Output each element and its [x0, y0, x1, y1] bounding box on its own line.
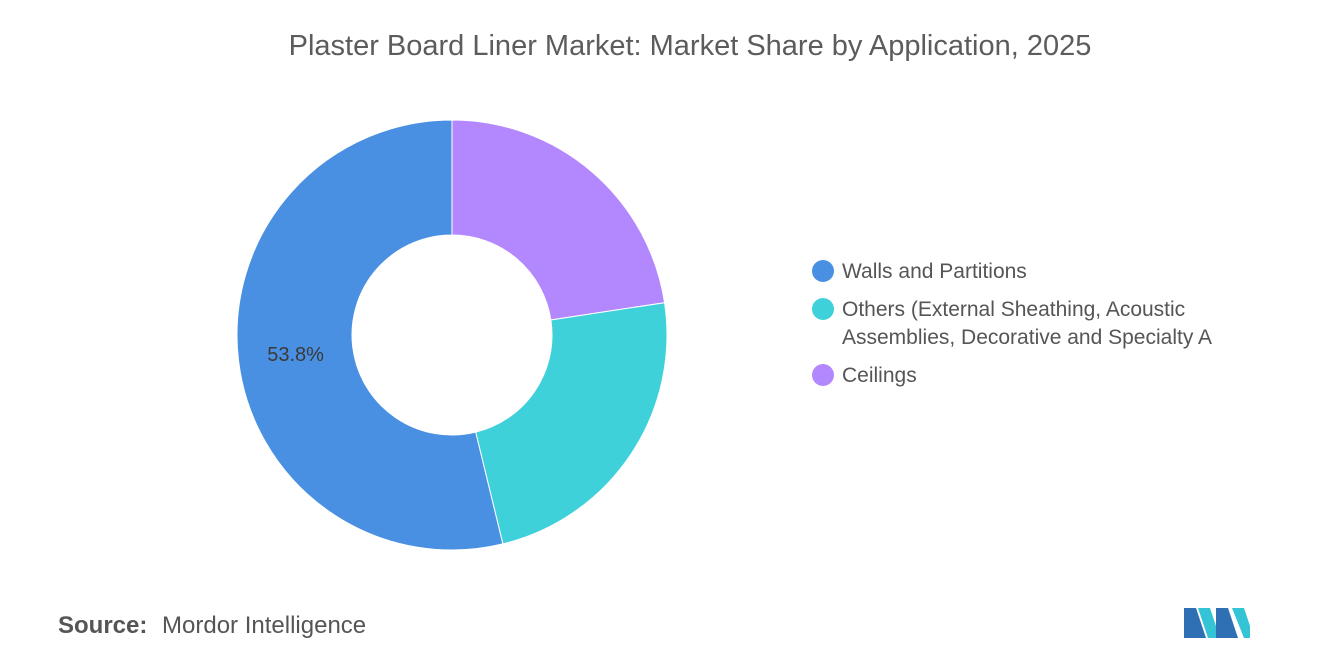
- legend-label: Ceilings: [842, 364, 917, 387]
- legend-item: Others (External Sheathing, Acoustic Ass…: [812, 296, 1282, 352]
- data-label: 53.8%: [267, 344, 324, 366]
- source-value: Mordor Intelligence: [162, 612, 367, 639]
- legend-swatch-icon: [812, 260, 834, 282]
- source-note: Source: Mordor Intelligence: [58, 612, 366, 640]
- legend-item: Walls and Partitions: [812, 258, 1282, 286]
- legend-label: Others (External Sheathing, Acoustic Ass…: [842, 298, 1213, 349]
- source-label: Source:: [58, 612, 148, 639]
- data-labels: 53.8%: [267, 344, 324, 366]
- slice-others: [475, 302, 668, 545]
- legend-label: Walls and Partitions: [842, 260, 1027, 283]
- slice-walls: [236, 119, 504, 551]
- donut-slices: [236, 119, 668, 551]
- legend-swatch-icon: [812, 298, 834, 320]
- slice-ceilings: [451, 119, 666, 321]
- legend-swatch-icon: [812, 364, 834, 386]
- legend-item: Ceilings: [812, 362, 1282, 390]
- legend: Walls and Partitions Others (External She…: [812, 258, 1282, 400]
- chart-title: Plaster Board Liner Market: Market Share…: [288, 30, 1092, 62]
- mordor-intelligence-logo: [1184, 608, 1250, 638]
